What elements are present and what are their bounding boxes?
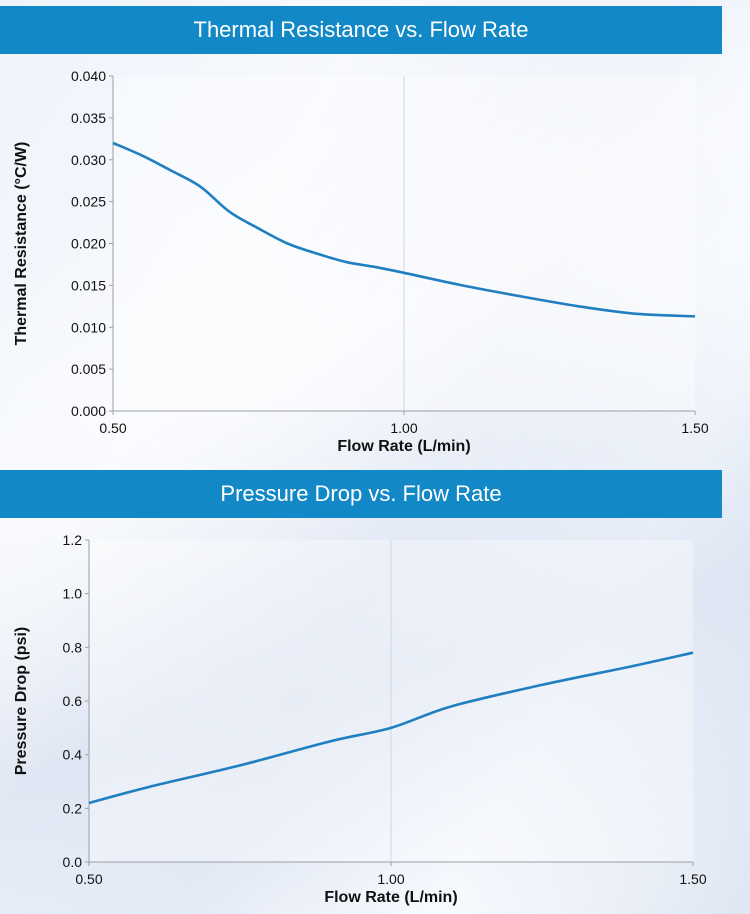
y-tick-label: 0.2: [63, 800, 83, 816]
x-axis-title: Flow Rate (L/min): [324, 889, 457, 906]
y-tick-label: 0.025: [71, 194, 106, 210]
y-tick-label: 0.005: [71, 361, 106, 377]
chart-1-title-banner: Thermal Resistance vs. Flow Rate: [0, 6, 722, 54]
y-tick-label: 1.0: [63, 586, 83, 602]
y-tick-label: 0.000: [71, 403, 106, 419]
y-tick-label: 0.020: [71, 236, 106, 252]
x-axis-title: Flow Rate (L/min): [337, 438, 470, 455]
x-tick-label: 0.50: [99, 420, 126, 436]
y-axis-title: Thermal Resistance (°C/W): [13, 142, 30, 346]
y-tick-label: 0.0: [63, 854, 83, 870]
y-tick-label: 0.015: [71, 277, 106, 293]
y-tick-label: 0.6: [63, 693, 83, 709]
y-tick-label: 0.035: [71, 110, 106, 126]
thermal-resistance-chart: 0.000 0.005 0.010 0.015 0.020 0.025 0.030 0.035…: [13, 68, 709, 455]
y-tick-label: 0.040: [71, 68, 106, 84]
series-line-0: [112, 141, 696, 318]
chart-1-title: Thermal Resistance vs. Flow Rate: [193, 17, 529, 42]
pressure-drop-chart: 0.0 0.2 0.4 0.6 0.8 1.0 1.2 0.50 1.00 1.50 Flow Ra…: [13, 532, 707, 906]
y-tick-label: 0.4: [63, 747, 83, 763]
y-axis-title: Pressure Drop (psi): [13, 627, 30, 775]
y-tick-label: 0.8: [63, 639, 83, 655]
y-tick-label: 1.2: [63, 532, 83, 548]
y-tick-label: 0.030: [71, 152, 106, 168]
chart-2-title: Pressure Drop vs. Flow Rate: [220, 481, 502, 506]
x-tick-label: 1.50: [681, 420, 708, 436]
x-tick-label: 1.00: [390, 420, 417, 436]
chart-2-title-banner: Pressure Drop vs. Flow Rate: [0, 470, 722, 518]
x-tick-label: 0.50: [75, 871, 102, 887]
x-tick-label: 1.50: [679, 871, 706, 887]
series-line-0: [88, 651, 694, 805]
y-tick-label: 0.010: [71, 319, 106, 335]
x-tick-label: 1.00: [377, 871, 404, 887]
